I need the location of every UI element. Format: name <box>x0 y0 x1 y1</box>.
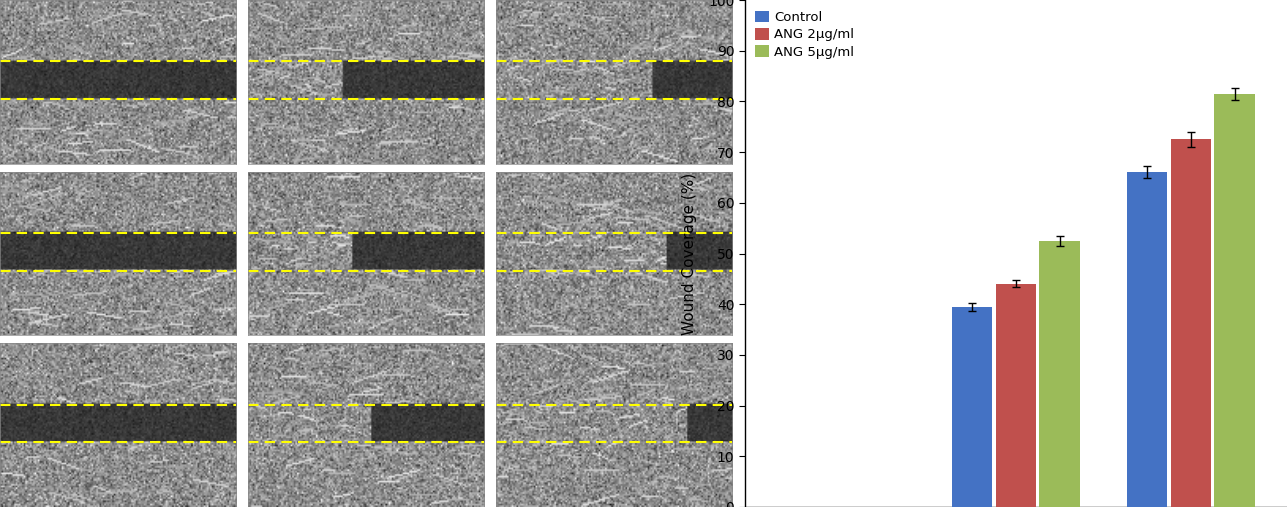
Y-axis label: Wound Coverage (%): Wound Coverage (%) <box>682 172 696 335</box>
Bar <box>996 284 1036 507</box>
Bar <box>1127 172 1167 507</box>
Legend: Control, ANG 2μg/ml, ANG 5μg/ml: Control, ANG 2μg/ml, ANG 5μg/ml <box>752 7 857 63</box>
Bar <box>1215 94 1255 507</box>
Bar <box>1171 139 1211 507</box>
Bar <box>1040 241 1080 507</box>
Bar <box>952 307 992 507</box>
